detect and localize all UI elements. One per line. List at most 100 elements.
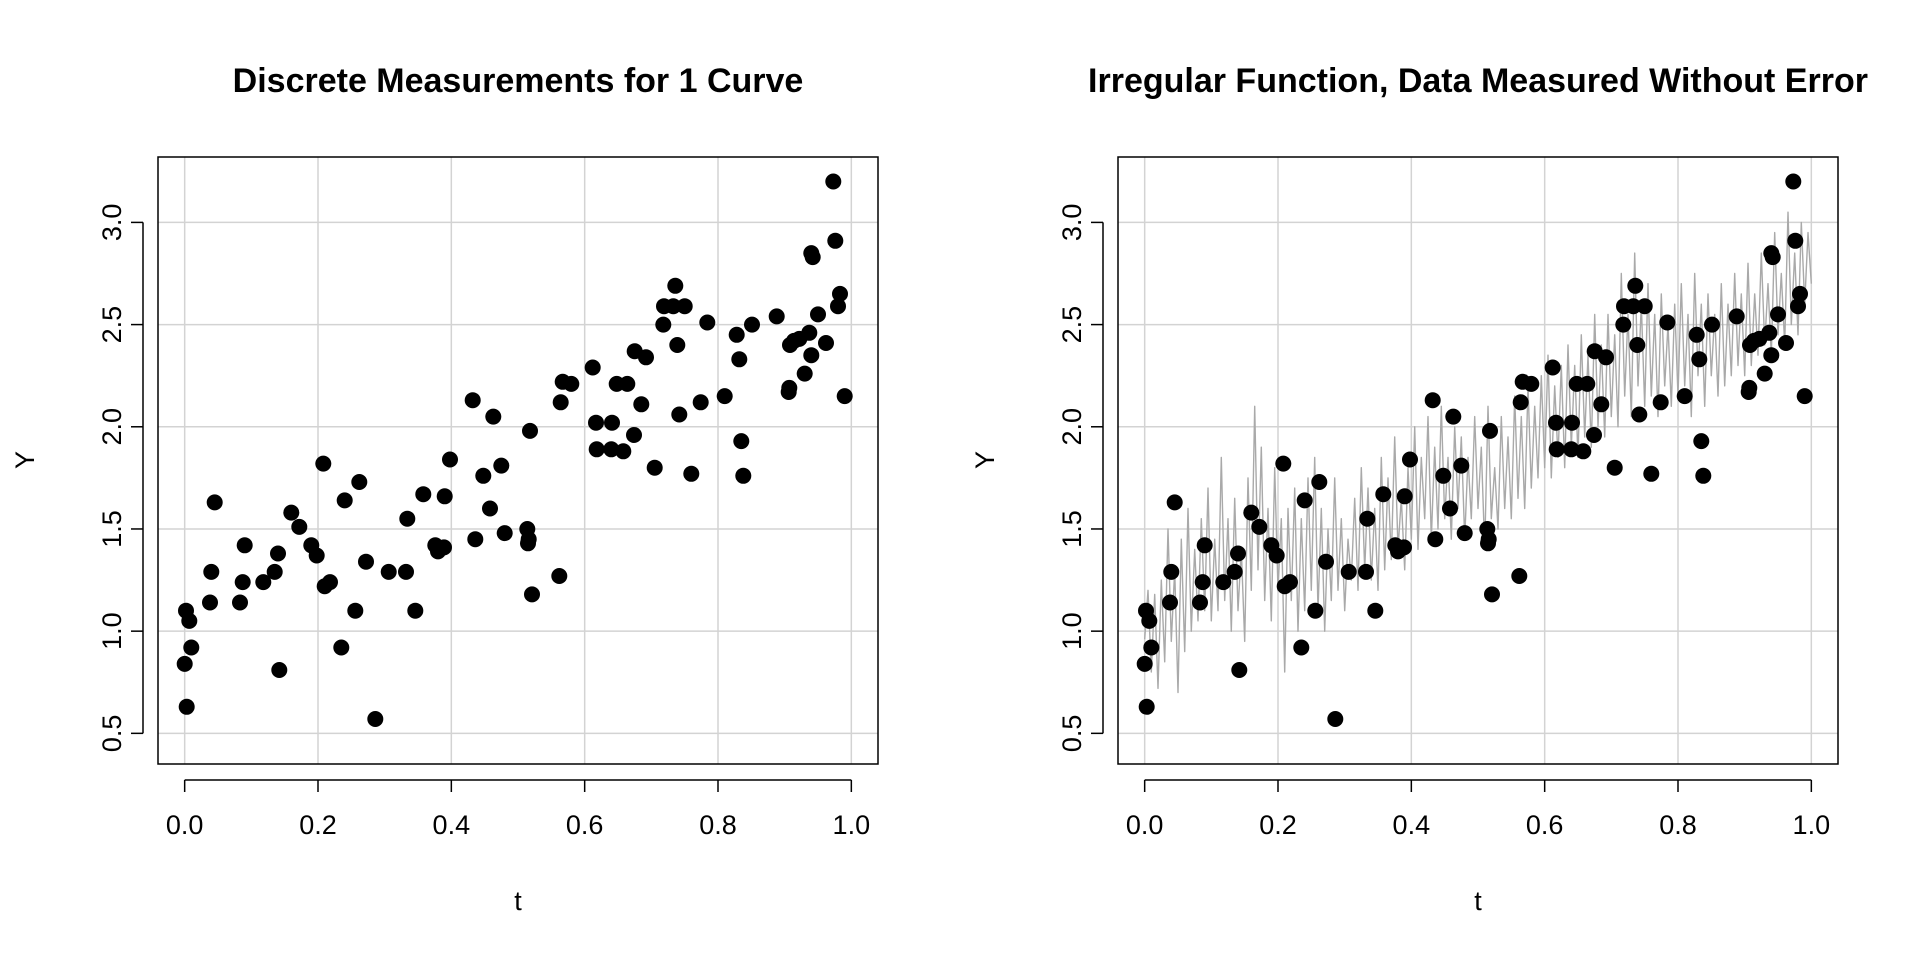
data-point [1482,422,1498,439]
data-point [1761,324,1778,341]
data-point [485,408,502,425]
data-point [1625,298,1642,315]
data-point [667,277,684,294]
data-point [615,443,632,460]
data-point [203,563,220,580]
x-tick-label: 1.0 [1793,810,1831,840]
data-point [407,602,424,619]
data-point [735,467,752,484]
data-point [1311,474,1328,490]
data-point [1194,574,1211,591]
data-point [1523,375,1540,392]
data-point [202,594,218,611]
panel-left-y-label: Y [10,451,40,469]
data-point [1631,406,1648,423]
data-point [1442,500,1458,517]
data-point [804,249,821,266]
data-point [716,388,733,405]
data-point [825,173,842,190]
data-point [206,494,223,511]
data-point [1598,349,1614,366]
x-tick-label: 0.0 [166,810,204,840]
y-tick-label: 2.5 [1057,306,1087,344]
data-point [347,602,364,619]
data-point [604,414,620,431]
x-tick-label: 0.6 [1526,810,1564,840]
data-point [234,574,251,591]
data-point [1327,711,1344,727]
data-point [1728,308,1745,325]
data-point [464,392,481,409]
data-point [818,335,834,351]
data-point [1688,326,1705,343]
panel-right-x-axis: 0.0 0.2 0.4 0.6 0.8 1.0 [1126,779,1831,840]
data-point [1268,547,1285,564]
data-point [266,563,283,580]
data-point [1691,351,1708,368]
data-point [1564,414,1580,431]
data-point [646,459,663,476]
data-point [520,531,537,548]
data-point [1143,639,1160,656]
data-point [827,232,844,249]
data-point [436,488,453,505]
data-point [1141,612,1158,629]
data-point [1586,427,1602,443]
panel-left-y-axis: 0.5 1.0 1.5 2.0 2.5 3.0 [97,204,144,753]
data-point [1741,379,1758,396]
data-point [655,316,672,333]
data-point [270,545,286,562]
data-point [692,394,709,411]
data-point [1511,568,1528,584]
data-point [1636,298,1653,315]
data-point [603,441,620,458]
data-point [1138,698,1155,715]
data-point [291,518,308,535]
data-point [1693,433,1710,450]
data-point [832,285,848,302]
data-point [1453,457,1470,474]
data-point [1643,465,1660,482]
data-point [1606,459,1623,476]
data-point [1367,602,1384,619]
data-point [1136,655,1153,672]
data-point [1445,408,1462,425]
x-tick-label: 0.2 [299,810,337,840]
panel-right: Irregular Function, Data Measured Withou… [970,62,1868,916]
data-point [181,612,198,629]
panel-right-x-label: t [1474,886,1482,916]
data-point [1764,249,1781,266]
data-point [1358,563,1374,580]
data-point [1770,306,1786,323]
data-point [436,539,452,556]
data-point [442,451,458,468]
y-tick-label: 2.5 [97,306,127,344]
data-point [626,427,642,443]
data-point [584,359,601,376]
panel-left-frame [157,156,879,765]
data-point [1293,639,1310,656]
panel-right-points [1136,173,1813,727]
data-point [1548,441,1565,458]
data-point [683,465,700,482]
data-point [271,662,288,678]
data-point [322,574,338,591]
y-tick-label: 3.0 [1057,204,1087,242]
data-point [493,457,510,474]
y-tick-label: 2.0 [97,408,127,446]
data-point [522,422,538,439]
data-point [178,698,195,715]
data-point [1318,553,1334,570]
data-point [1251,518,1268,535]
data-point [1162,594,1178,611]
data-point [1676,388,1693,405]
data-point [358,553,374,570]
data-point [671,406,688,423]
data-point [1480,531,1497,548]
x-tick-label: 0.8 [1659,810,1697,840]
data-point [1652,394,1669,411]
data-point [1575,443,1592,460]
y-tick-label: 0.5 [97,715,127,753]
data-point [1192,594,1208,611]
panel-left-x-axis: 0.0 0.2 0.4 0.6 0.8 1.0 [166,779,870,840]
